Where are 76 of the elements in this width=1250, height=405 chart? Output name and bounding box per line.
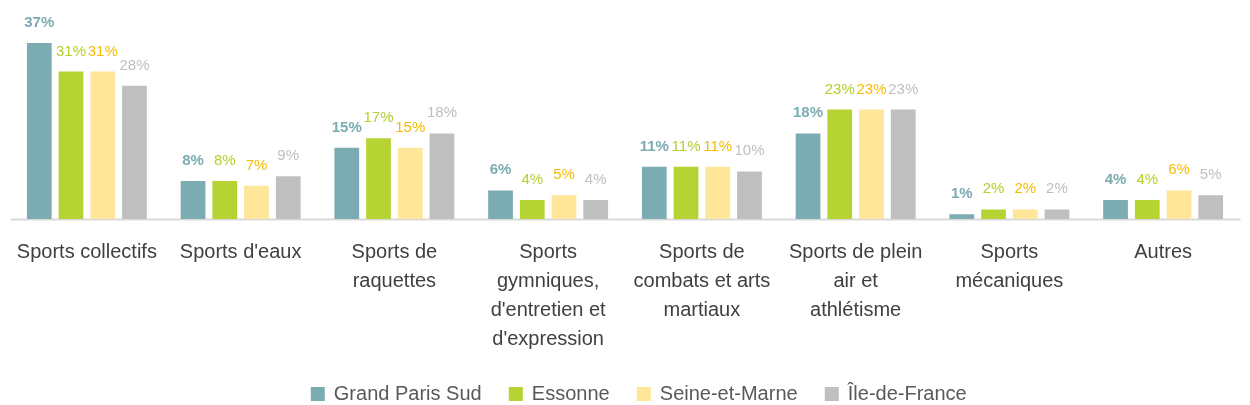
x-tick-label: Sports de plein air et athlétisme [788, 239, 923, 320]
bar [583, 199, 609, 219]
bar [366, 138, 391, 219]
x-tick-label: Sports gymniques, d'entretien et d'expression [490, 239, 607, 349]
x-tick-label: Sports d'eaux [179, 239, 302, 262]
bar [122, 85, 147, 219]
bar [949, 214, 975, 219]
x-tick-label: Sports mécaniques [955, 239, 1064, 291]
data-label: 18% [426, 103, 457, 121]
bar [981, 209, 1006, 219]
bar [519, 199, 545, 219]
bar [180, 180, 206, 219]
data-label: 5% [553, 165, 575, 183]
data-label: 10% [734, 141, 765, 159]
bar [244, 185, 269, 219]
data-label: 15% [331, 117, 362, 135]
data-label: 4% [584, 169, 607, 187]
data-label: 1% [950, 184, 973, 202]
data-label: 7% [245, 155, 268, 173]
bar [705, 166, 731, 219]
x-tick-label: Autres [1134, 239, 1193, 262]
bar [1012, 209, 1038, 219]
data-label: 28% [119, 55, 150, 73]
x-tick-label: Sports de combats et arts martiaux [633, 239, 771, 320]
bar [275, 176, 301, 219]
bar [1134, 199, 1160, 219]
bar [1044, 209, 1070, 219]
data-label: 2% [1014, 179, 1037, 197]
x-tick-label: Sports de raquettes [351, 239, 438, 291]
data-label: 6% [489, 160, 512, 178]
data-label: 37% [24, 13, 55, 30]
x-tick-label: Sports collectifs [16, 239, 157, 262]
data-label: 4% [1136, 169, 1159, 187]
data-label: 31% [56, 41, 87, 59]
data-label: 11% [703, 136, 733, 154]
legend-label: Essonne [531, 382, 610, 404]
data-label: 31% [87, 41, 118, 59]
data-label: 23% [824, 79, 855, 97]
data-label: 8% [213, 150, 236, 168]
bar [488, 190, 513, 219]
data-label: 17% [363, 108, 394, 126]
bar [890, 109, 916, 219]
legend-label: Île-de-France [846, 382, 967, 404]
bar [737, 171, 762, 219]
bar [1166, 190, 1192, 219]
data-label: 11% [671, 136, 701, 154]
bar [1198, 195, 1224, 219]
bar [795, 133, 821, 219]
legend-label: Seine-et-Marne [659, 382, 798, 404]
data-label: 11% [639, 136, 669, 154]
data-label: 2% [1046, 179, 1068, 197]
data-label: 5% [1199, 165, 1222, 183]
data-label: 6% [1168, 160, 1190, 178]
data-label: 23% [856, 79, 887, 97]
bar [551, 195, 577, 219]
data-label: 9% [277, 146, 300, 164]
data-label: 4% [521, 169, 544, 187]
bar [673, 166, 699, 219]
bar [1103, 199, 1128, 219]
bar [212, 180, 238, 219]
data-label: 2% [982, 179, 1005, 197]
data-label: 8% [182, 150, 204, 168]
bar [641, 166, 667, 219]
legend-label: Grand Paris Sud [333, 382, 482, 404]
bar [334, 147, 360, 219]
bar [58, 71, 84, 219]
bar [26, 43, 52, 219]
data-label: 23% [888, 79, 919, 97]
data-label: 15% [395, 117, 426, 135]
bar [397, 147, 423, 219]
bar [429, 133, 455, 219]
data-label: 18% [793, 103, 824, 121]
bar [90, 71, 116, 219]
bar [859, 109, 884, 219]
bar [827, 109, 853, 219]
data-label: 4% [1104, 169, 1127, 187]
